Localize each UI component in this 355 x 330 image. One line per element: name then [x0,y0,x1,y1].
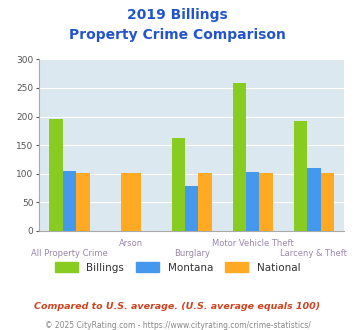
Text: Larceny & Theft: Larceny & Theft [280,249,347,258]
Bar [171,138,185,231]
Text: Burglary: Burglary [174,249,210,258]
Bar [321,173,334,231]
Bar [246,172,260,231]
Bar [121,173,141,231]
Bar [307,168,321,231]
Bar [185,186,198,231]
Bar [49,119,63,231]
Text: Motor Vehicle Theft: Motor Vehicle Theft [212,239,294,248]
Text: Arson: Arson [119,239,143,248]
Bar [76,173,90,231]
Text: All Property Crime: All Property Crime [31,249,108,258]
Text: 2019 Billings: 2019 Billings [127,8,228,22]
Text: Property Crime Comparison: Property Crime Comparison [69,28,286,42]
Bar [294,120,307,231]
Legend: Billings, Montana, National: Billings, Montana, National [50,258,305,277]
Bar [63,171,76,231]
Bar [198,173,212,231]
Bar [233,83,246,231]
Bar [260,173,273,231]
Text: © 2025 CityRating.com - https://www.cityrating.com/crime-statistics/: © 2025 CityRating.com - https://www.city… [45,321,310,330]
Text: Compared to U.S. average. (U.S. average equals 100): Compared to U.S. average. (U.S. average … [34,302,321,311]
